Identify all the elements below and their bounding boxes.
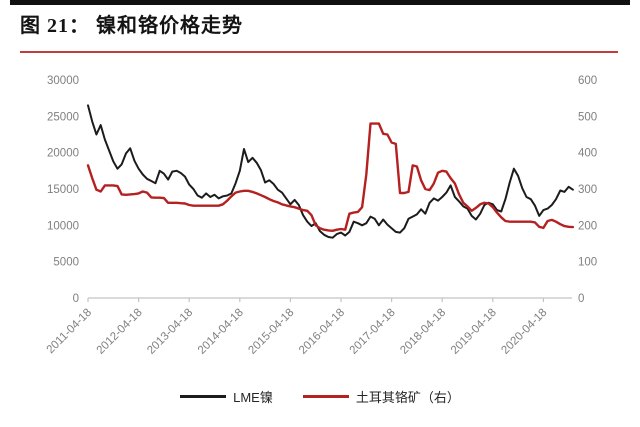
- left-axis-tick-label: 20000: [47, 148, 79, 160]
- x-tick-label: 2015-04-18: [246, 307, 296, 357]
- left-axis-tick-label: 5000: [53, 257, 79, 269]
- chrome-ore-series-line: [86, 122, 575, 233]
- right-axis-tick-label: 100: [578, 257, 597, 269]
- right-axis-tick-label: 400: [578, 148, 597, 160]
- x-tick-label: 2020-04-18: [499, 307, 549, 357]
- figure-title: 图 21： 镍和铬价格走势: [20, 15, 243, 37]
- chrome-ore-line-swatch: [302, 394, 349, 398]
- left-axis-tick-label: 0: [73, 293, 79, 305]
- x-tick-label: 2019-04-18: [449, 307, 499, 357]
- right-axis-tick-label: 0: [578, 293, 584, 305]
- legend-item-turkey-chrome-ore: 土耳其铬矿（右）: [302, 387, 460, 406]
- top-divider-bar: [10, 0, 630, 5]
- right-axis-tick-label: 200: [578, 220, 597, 232]
- x-tick-label: 2012-04-18: [95, 307, 145, 357]
- lme-nickel-line-swatch: [180, 394, 227, 398]
- lme-nickel-series-line: [87, 104, 574, 239]
- legend-item-lme-nickel: LME镍: [180, 387, 273, 406]
- x-tick-label: 2011-04-18: [45, 307, 94, 356]
- right-axis-tick-label: 600: [578, 75, 597, 87]
- x-tick-label: 2016-04-18: [297, 307, 347, 357]
- left-axis-tick-label: 25000: [47, 111, 79, 123]
- right-axis-tick-label: 300: [578, 184, 597, 196]
- left-axis-tick-label: 10000: [47, 220, 79, 232]
- x-tick-label: 2014-04-18: [196, 307, 246, 357]
- legend-label-lme-nickel: LME镍: [233, 389, 273, 405]
- x-tick-label: 2018-04-18: [398, 307, 448, 357]
- right-axis-tick-label: 500: [578, 111, 597, 123]
- x-tick-label: 2013-04-18: [145, 307, 195, 357]
- title-underline: [20, 51, 618, 53]
- price-trend-chart: 2011-04-18 2012-04-18 2013-04-18 2014-04-18…: [0, 60, 640, 390]
- left-axis-tick-label: 30000: [47, 75, 79, 87]
- x-tick-label: 2017-04-18: [348, 307, 398, 357]
- chart-legend: LME镍 土耳其铬矿（右）: [0, 384, 640, 408]
- chart-canvas: 2011-04-18 2012-04-18 2013-04-18 2014-04-18…: [45, 75, 598, 357]
- legend-label-turkey-chrome-ore: 土耳其铬矿（右）: [355, 389, 460, 405]
- left-axis-tick-label: 15000: [47, 184, 79, 196]
